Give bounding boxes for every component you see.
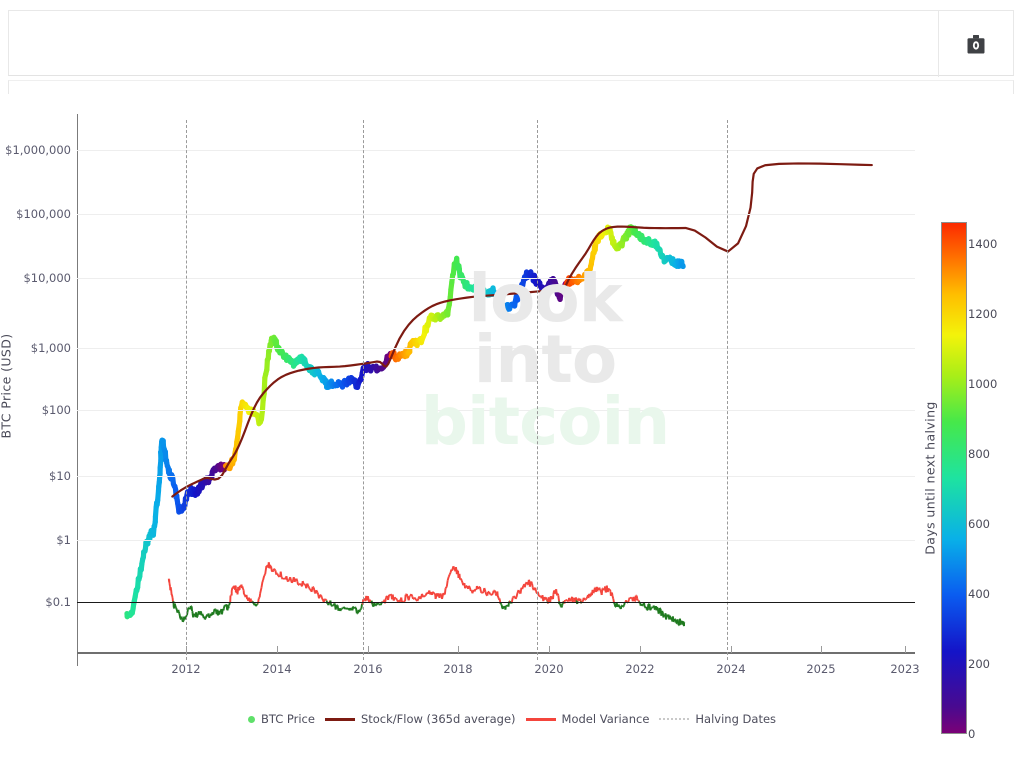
x-tick-label: 2014 — [262, 662, 292, 676]
gridline — [77, 278, 915, 279]
gridline — [77, 214, 915, 215]
legend-item-model-variance[interactable]: Model Variance — [525, 712, 650, 726]
colorbar-tick-label: 200 — [968, 657, 990, 671]
gridline — [77, 410, 915, 411]
legend-item-halving-dates[interactable]: Halving Dates — [659, 712, 776, 726]
y-axis-line — [77, 114, 78, 666]
legend-item-btc-price[interactable]: BTC Price — [247, 712, 315, 726]
y-axis-tick-labels: $1,000,000 $100,000 $10,000 $1,000 $100 … — [0, 96, 71, 696]
legend-label: Stock/Flow (365d average) — [360, 712, 516, 726]
chart-legend: BTC Price Stock/Flow (365d average) Mode… — [0, 712, 1024, 726]
model-variance-series — [167, 562, 686, 627]
y-tick-label: $10,000 — [23, 271, 71, 285]
y-tick-label: $1 — [56, 533, 71, 547]
plot-area: look into bitcoin — [77, 120, 915, 660]
y-tick-label: $1,000 — [30, 341, 71, 355]
y-tick-label: $10 — [49, 469, 71, 483]
gridline — [77, 476, 915, 477]
halving-line — [186, 120, 187, 660]
colorbar-title: Days until next halving — [922, 401, 938, 555]
legend-label: Model Variance — [561, 712, 650, 726]
chart-series-canvas — [124, 162, 873, 627]
y-tick-label: $100 — [41, 403, 71, 417]
colorbar-tick-label: 600 — [968, 517, 990, 531]
y-tick-label: $100,000 — [16, 207, 71, 221]
legend-item-stock-flow[interactable]: Stock/Flow (365d average) — [324, 712, 516, 726]
stock-to-flow-series — [171, 162, 873, 498]
x-tick-label: 2020 — [534, 662, 564, 676]
btc-price-series — [124, 224, 686, 620]
legend-line-icon — [324, 717, 355, 721]
legend-line-icon — [525, 717, 556, 721]
legend-label: BTC Price — [260, 712, 315, 726]
x-axis-line — [77, 652, 915, 654]
legend-dotted-icon — [659, 718, 690, 720]
x-tick-label: 2018 — [443, 662, 473, 676]
legend-dot-icon — [247, 715, 255, 723]
colorbar-tick-label: 400 — [968, 587, 990, 601]
gridline — [77, 150, 915, 151]
gridline — [77, 540, 915, 541]
colorbar: 0 200 400 600 800 1000 1200 1400 — [941, 222, 997, 741]
colorbar-tick-label: 1000 — [968, 377, 998, 391]
x-tick-label: 2023 — [890, 662, 920, 676]
colorbar-tick-label: 0 — [968, 727, 976, 741]
halving-line — [727, 120, 728, 660]
toolbar-divider — [938, 11, 939, 77]
halving-line — [363, 120, 364, 660]
colorbar-tick-label: 1200 — [968, 307, 998, 321]
x-tick-label: 2024 — [716, 662, 746, 676]
y-tick-label: $1,000,000 — [5, 143, 71, 157]
stock-to-flow-chart: BTC Price (USD) $1,000,000 $100,000 $10,… — [0, 96, 1024, 768]
y-tick-label: $0.1 — [45, 595, 71, 609]
camera-icon — [967, 34, 985, 53]
x-tick-label: 2016 — [353, 662, 383, 676]
gridline — [77, 348, 915, 349]
screenshot-camera-button[interactable] — [959, 29, 993, 59]
colorbar-tick-label: 1400 — [968, 237, 998, 251]
variance-baseline — [77, 602, 915, 604]
x-tick-label: 2012 — [171, 662, 201, 676]
x-tick-label: 2022 — [625, 662, 655, 676]
colorbar-gradient — [941, 222, 967, 734]
chart-toolbar — [8, 10, 1014, 77]
colorbar-tick-label: 800 — [968, 447, 990, 461]
halving-line — [537, 120, 538, 660]
x-tick-label: 2025 — [806, 662, 836, 676]
legend-label: Halving Dates — [695, 712, 777, 726]
toolbar-underbar — [8, 80, 1014, 94]
